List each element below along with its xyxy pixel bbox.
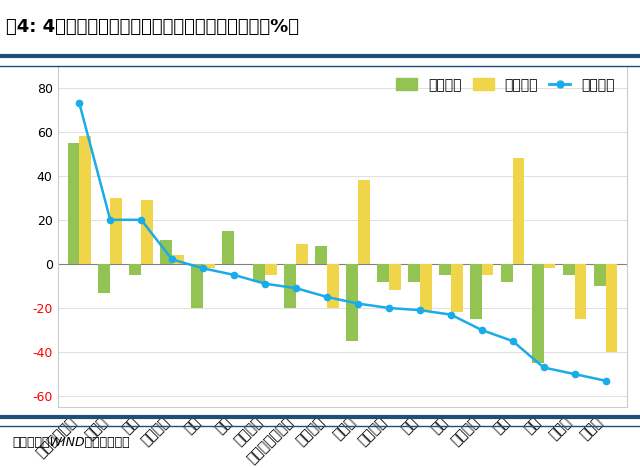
Bar <box>543 264 556 268</box>
Bar <box>315 246 327 264</box>
Legend: 出口数量, 出口价格, 出口金额: 出口数量, 出口价格, 出口金额 <box>390 73 620 97</box>
Bar <box>327 264 339 308</box>
Bar <box>358 180 370 264</box>
Bar <box>470 264 482 319</box>
Bar <box>563 264 575 275</box>
Bar <box>253 264 265 282</box>
Bar <box>532 264 543 363</box>
Bar <box>377 264 389 282</box>
Bar <box>79 136 91 264</box>
Bar <box>408 264 420 282</box>
Bar <box>439 264 451 275</box>
Text: 资料来源：WIND，财信研究院: 资料来源：WIND，财信研究院 <box>13 436 131 449</box>
Bar <box>284 264 296 308</box>
Bar <box>575 264 586 319</box>
Bar <box>605 264 618 352</box>
Bar <box>99 264 110 292</box>
Bar <box>110 198 122 264</box>
Bar <box>265 264 276 275</box>
Bar <box>513 158 524 264</box>
Bar <box>141 200 153 264</box>
Bar <box>389 264 401 290</box>
Bar <box>191 264 203 308</box>
Bar <box>594 264 605 286</box>
Bar <box>129 264 141 275</box>
Bar <box>482 264 493 275</box>
Bar <box>501 264 513 282</box>
Bar <box>161 240 172 264</box>
Bar <box>346 264 358 341</box>
Bar <box>222 231 234 264</box>
Bar <box>172 255 184 264</box>
Bar <box>67 143 79 264</box>
Bar <box>451 264 463 312</box>
Bar <box>296 244 308 264</box>
Text: 图4: 4月主要商品出口金额、数量、价格增速变化（%）: 图4: 4月主要商品出口金额、数量、价格增速变化（%） <box>6 18 300 37</box>
Bar <box>203 264 215 268</box>
Bar <box>420 264 431 312</box>
